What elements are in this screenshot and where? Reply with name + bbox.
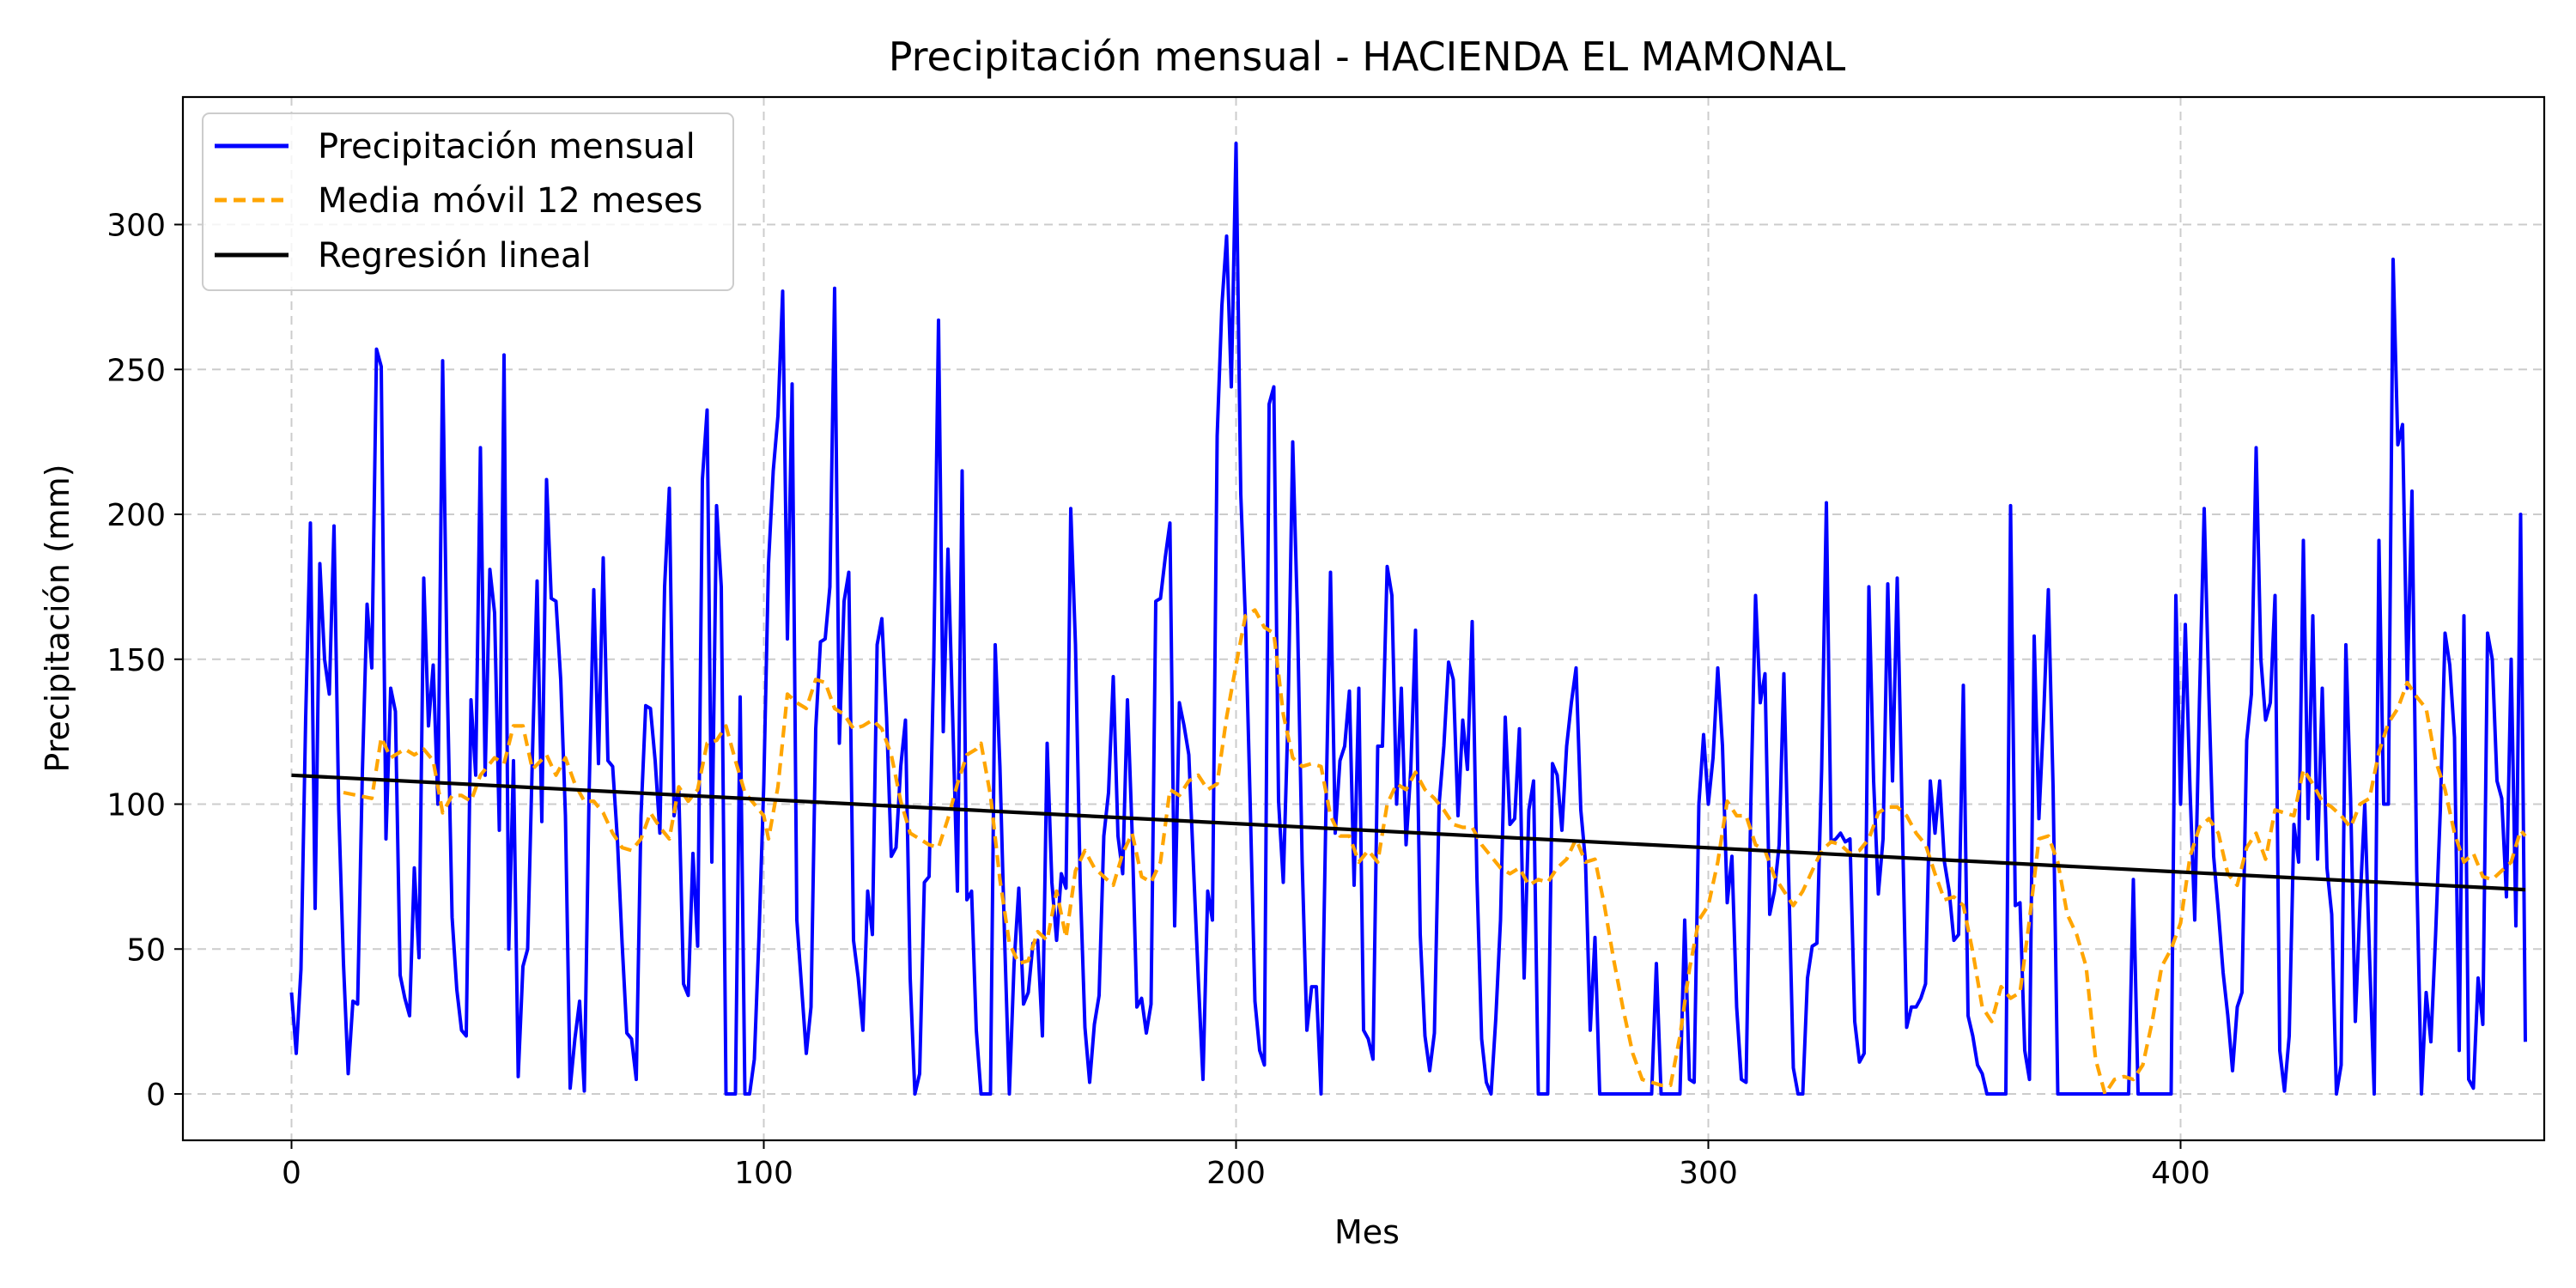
grid — [183, 97, 2544, 1140]
legend-label-precipitacion: Precipitación mensual — [318, 127, 696, 167]
x-tick-label: 100 — [734, 1156, 793, 1191]
x-tick-label: 200 — [1206, 1156, 1266, 1191]
x-tick-label: 0 — [282, 1156, 301, 1191]
axes: 0 100 200 300 400 0 50 100 150 200 250 300 — [106, 209, 2210, 1192]
y-tick-label: 100 — [106, 788, 166, 823]
x-tick-label: 400 — [2151, 1156, 2210, 1191]
series-regresion-lineal — [291, 773, 2526, 892]
y-tick-label: 250 — [106, 353, 166, 388]
x-axis-label: Mes — [1334, 1213, 1400, 1251]
x-tick-label: 300 — [1679, 1156, 1738, 1191]
plot-frame — [181, 95, 2546, 1142]
legend-label-media-movil: Media móvil 12 meses — [318, 181, 702, 221]
chart-title: Precipitación mensual - HACIENDA EL MAMO… — [889, 33, 1846, 80]
y-tick-label: 150 — [106, 643, 166, 678]
series-layer — [289, 142, 2527, 1097]
y-tick-label: 300 — [106, 209, 166, 244]
legend-box — [202, 112, 734, 291]
y-tick-label: 0 — [146, 1078, 166, 1113]
series-precipitacion-mensual — [289, 142, 2527, 1096]
y-tick-label: 50 — [126, 933, 166, 968]
y-tick-label: 200 — [106, 498, 166, 533]
series-media-movil — [343, 608, 2527, 1097]
y-axis-label: Precipitación (mm) — [39, 464, 76, 772]
legend: Precipitación mensual Media móvil 12 mes… — [202, 112, 734, 291]
legend-label-regresion: Regresión lineal — [318, 236, 591, 276]
